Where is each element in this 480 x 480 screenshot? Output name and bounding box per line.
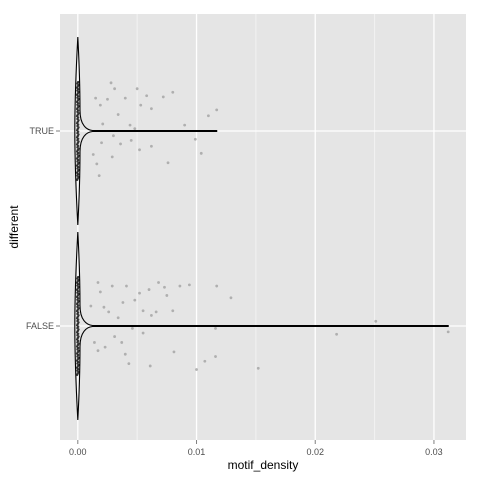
data-point bbox=[165, 294, 169, 297]
data-point bbox=[112, 134, 115, 138]
data-point bbox=[103, 345, 107, 349]
x-axis-title: motif_density bbox=[228, 458, 299, 472]
x-axis: 0.00 0.01 0.02 0.03 bbox=[69, 440, 443, 457]
violin-true bbox=[74, 36, 218, 226]
data-point bbox=[193, 137, 197, 141]
data-point bbox=[256, 366, 260, 370]
data-point bbox=[150, 107, 153, 111]
data-point bbox=[187, 283, 191, 287]
data-point bbox=[123, 96, 127, 100]
data-point bbox=[98, 290, 102, 294]
data-point bbox=[129, 139, 133, 142]
data-point bbox=[133, 298, 137, 302]
data-point bbox=[166, 161, 170, 165]
plot-panel bbox=[60, 14, 466, 440]
data-point bbox=[215, 284, 219, 288]
data-point bbox=[125, 284, 128, 288]
data-point bbox=[119, 142, 122, 146]
x-tick-label: 0.01 bbox=[188, 447, 206, 457]
data-point bbox=[139, 103, 143, 107]
data-point bbox=[446, 330, 450, 334]
data-point bbox=[214, 355, 217, 358]
y-tick-label: FALSE bbox=[26, 321, 54, 331]
data-point bbox=[214, 326, 217, 330]
x-tick-label: 0.02 bbox=[306, 447, 324, 457]
data-point bbox=[89, 304, 93, 308]
data-point bbox=[101, 122, 105, 126]
data-point bbox=[110, 155, 114, 159]
data-point bbox=[93, 341, 96, 344]
minor-gridlines bbox=[136, 14, 376, 440]
data-point bbox=[203, 359, 207, 363]
data-point bbox=[94, 96, 98, 100]
data-point bbox=[133, 127, 137, 131]
data-point bbox=[141, 309, 145, 313]
data-point bbox=[109, 81, 113, 85]
data-point bbox=[157, 281, 160, 284]
data-point bbox=[374, 319, 378, 323]
data-point bbox=[171, 309, 175, 313]
data-point bbox=[116, 316, 120, 320]
data-point bbox=[110, 284, 114, 288]
data-point bbox=[145, 94, 149, 98]
data-point bbox=[131, 326, 134, 330]
near-zero-point bbox=[76, 275, 80, 279]
data-point bbox=[138, 291, 141, 295]
data-point bbox=[128, 123, 132, 127]
data-point bbox=[199, 151, 203, 155]
data-point bbox=[147, 288, 151, 291]
data-point bbox=[91, 153, 95, 156]
y-axis-title: different bbox=[7, 205, 21, 249]
data-point bbox=[148, 364, 152, 368]
data-point bbox=[141, 331, 145, 335]
data-point bbox=[106, 97, 109, 101]
data-point bbox=[116, 113, 120, 116]
data-point bbox=[150, 314, 153, 317]
data-point bbox=[206, 114, 210, 118]
jitter-points bbox=[75, 80, 450, 377]
data-point bbox=[107, 310, 111, 314]
violin-false bbox=[74, 231, 449, 421]
data-point bbox=[183, 123, 187, 127]
x-tick-label: 0.03 bbox=[425, 447, 443, 457]
data-point bbox=[172, 350, 176, 354]
data-point bbox=[98, 103, 102, 107]
data-point bbox=[100, 141, 103, 145]
data-point bbox=[123, 352, 127, 356]
data-point bbox=[102, 305, 106, 309]
data-point bbox=[229, 296, 233, 300]
x-tick-label: 0.00 bbox=[69, 447, 87, 457]
data-point bbox=[96, 281, 100, 284]
data-point bbox=[135, 87, 139, 91]
data-point bbox=[215, 108, 219, 112]
violins bbox=[74, 36, 449, 421]
data-point bbox=[96, 349, 100, 353]
y-tick-label: TRUE bbox=[30, 126, 55, 136]
data-point bbox=[95, 162, 99, 166]
data-point bbox=[163, 285, 166, 289]
data-point bbox=[127, 362, 131, 365]
data-point bbox=[171, 90, 175, 94]
data-point bbox=[113, 335, 117, 338]
data-point bbox=[335, 332, 339, 336]
data-point bbox=[150, 144, 153, 148]
data-point bbox=[195, 368, 198, 371]
data-point bbox=[121, 301, 125, 304]
y-axis: FALSE TRUE bbox=[26, 126, 60, 331]
data-point bbox=[178, 284, 182, 288]
data-point bbox=[154, 310, 158, 314]
data-point bbox=[161, 95, 165, 99]
data-point bbox=[138, 148, 141, 152]
data-point bbox=[113, 87, 117, 91]
data-point bbox=[97, 174, 101, 178]
near-zero-point bbox=[76, 80, 80, 84]
data-point bbox=[120, 341, 124, 344]
